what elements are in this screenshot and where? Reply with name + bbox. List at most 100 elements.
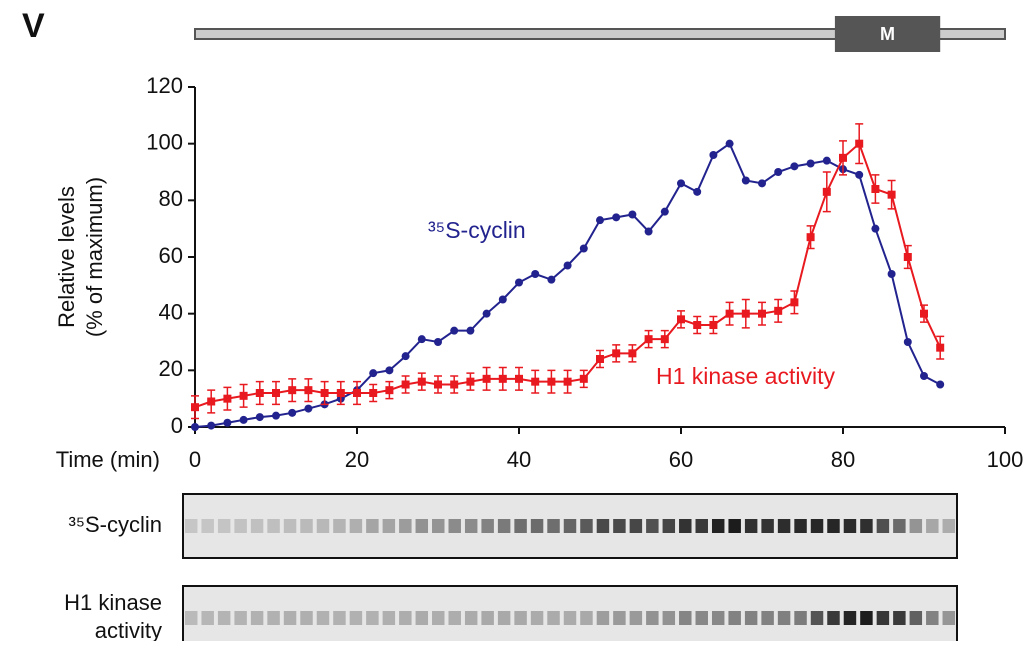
gel-band [317,519,329,533]
data-point [920,310,928,318]
y-tick-label: 120 [146,73,183,98]
data-point [936,381,944,389]
gel-band [893,519,905,533]
gel-band [432,519,444,533]
data-point [256,413,264,421]
data-point [191,423,199,431]
gel-band [910,611,922,625]
gel-band [745,611,757,625]
x-axis-label: Time (min) [56,447,160,472]
data-point [288,386,296,394]
data-point [888,270,896,278]
gel-band [597,519,609,533]
data-point [434,338,442,346]
data-point [547,276,555,284]
data-point [580,245,588,253]
gel-band [811,611,823,625]
data-point [855,140,863,148]
gel-band [712,611,724,625]
gel-band [201,611,213,625]
series-label: H1 kinase activity [656,363,835,389]
gel-band [580,519,592,533]
gel-band [547,519,559,533]
data-point [709,321,717,329]
data-point [402,352,410,360]
data-point [450,381,458,389]
data-point [709,151,717,159]
gel-band [399,611,411,625]
data-point [661,335,669,343]
gel-band [383,611,395,625]
data-point [871,185,879,193]
gel-band [663,519,675,533]
data-point [272,412,280,420]
data-point [580,375,588,383]
y-tick-label: 60 [159,243,183,268]
gel-band [514,519,526,533]
gel-band [416,611,428,625]
data-point [742,310,750,318]
data-point [483,375,491,383]
gel-band [234,611,246,625]
gel-band [300,611,312,625]
data-point [823,188,831,196]
data-point [888,191,896,199]
gel-band [827,519,839,533]
data-point [450,327,458,335]
gel-band [234,519,246,533]
gel-band [333,519,345,533]
data-point [920,372,928,380]
gel-band [284,611,296,625]
gel-band [712,519,724,533]
data-point [385,366,393,374]
gel-band [860,611,872,625]
x-tick-label: 40 [507,447,531,472]
gel-band [728,611,740,625]
gel-band [761,611,773,625]
data-point [321,389,329,397]
gel-band [185,611,197,625]
data-point [434,381,442,389]
panel-label: V [22,7,45,45]
gel-band [943,519,955,533]
data-point [904,338,912,346]
gel-band [284,519,296,533]
data-point [369,369,377,377]
data-point [337,389,345,397]
data-point [774,307,782,315]
gel-band [218,611,230,625]
data-point [191,403,199,411]
data-point [596,216,604,224]
gel-band [383,519,395,533]
gel-band [251,519,263,533]
x-tick-label: 80 [831,447,855,472]
gel-band [564,519,576,533]
gel-band [663,611,675,625]
data-point [515,279,523,287]
data-point [353,389,361,397]
gel-band [696,519,708,533]
data-point [483,310,491,318]
y-axis-label-line: Relative levels [54,186,79,328]
gel-band [580,611,592,625]
y-tick-label: 20 [159,356,183,381]
data-point [531,378,539,386]
data-point [499,375,507,383]
gel-band [251,611,263,625]
gel-band [679,519,691,533]
data-point [531,270,539,278]
data-point [612,349,620,357]
phase-label: M [880,24,895,44]
gel-band [448,519,460,533]
gel-band [350,611,362,625]
gel-band [613,519,625,533]
figure: V Time (min) Relative levels (% of maxim… [0,0,1033,641]
data-point [758,310,766,318]
gel-band [926,519,938,533]
gel-band [333,611,345,625]
gel-band [267,519,279,533]
data-point [612,213,620,221]
gel-band [531,519,543,533]
x-tick-label: 60 [669,447,693,472]
x-tick-label: 100 [987,447,1024,472]
